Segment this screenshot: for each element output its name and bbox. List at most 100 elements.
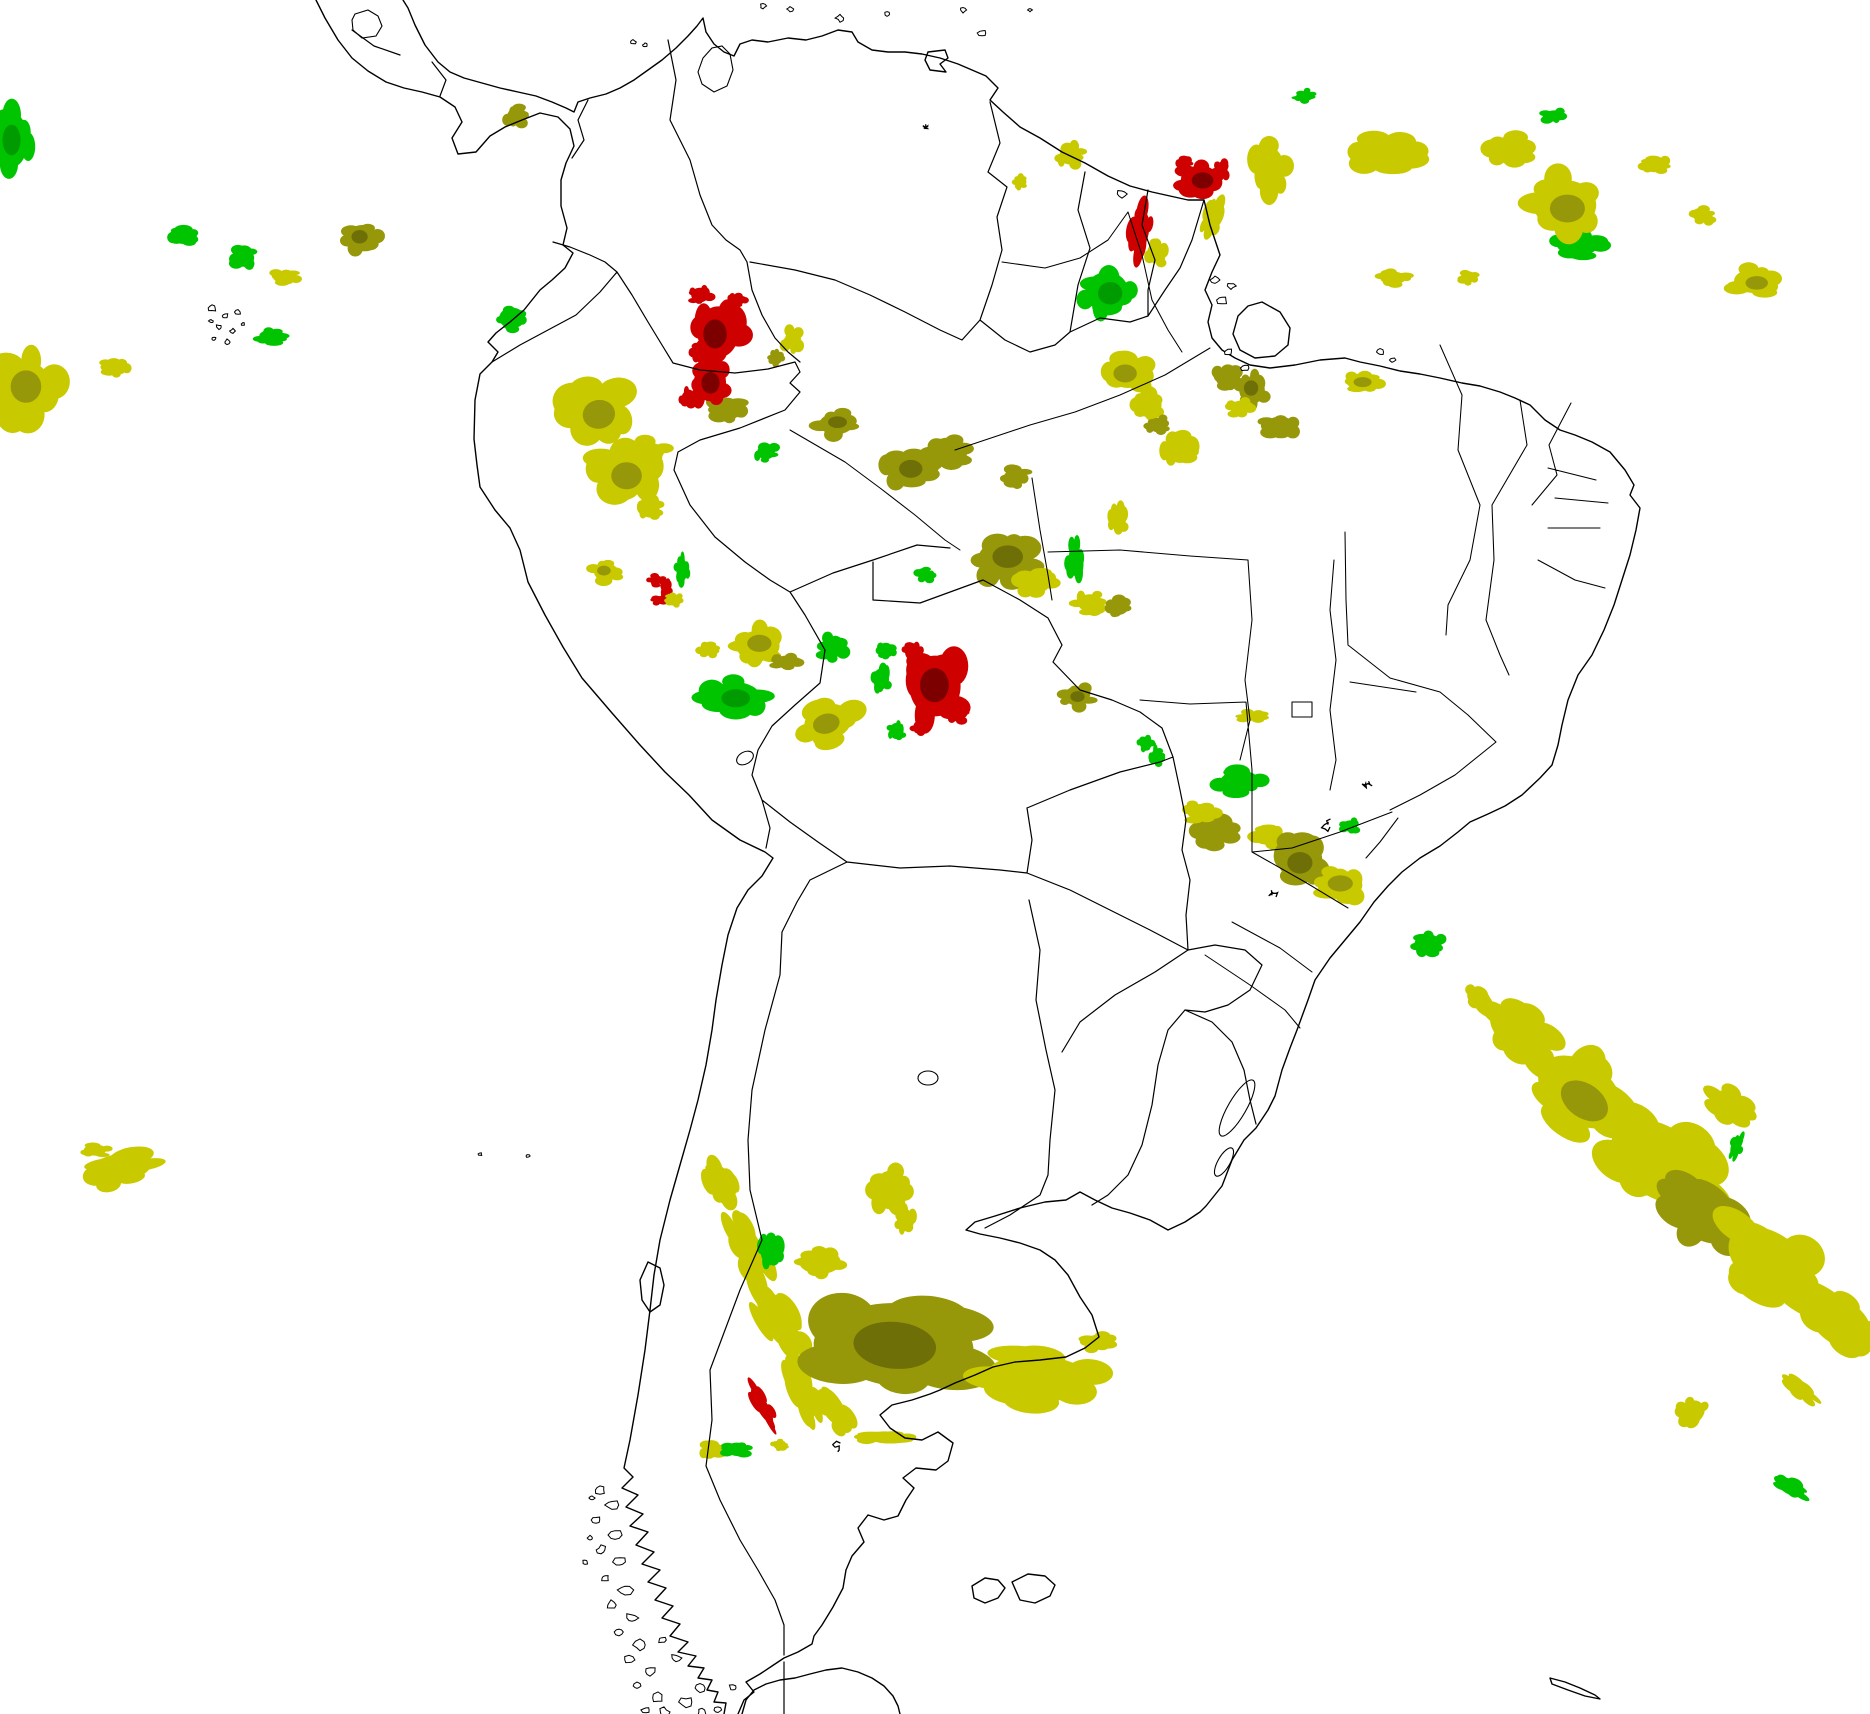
blob-lobe — [754, 1284, 778, 1313]
cloud-blob-green — [167, 224, 199, 246]
cloud-blob-yellow — [770, 1438, 789, 1452]
blob-lobe — [1516, 1003, 1545, 1028]
state-borders — [789, 211, 1609, 1029]
blob-lobe — [688, 298, 699, 304]
blob-lobe — [810, 697, 836, 718]
blob-lobe — [229, 253, 241, 265]
blob-lobe — [962, 1366, 1024, 1390]
blob-lobe — [955, 716, 968, 725]
blob-lobe — [1484, 1000, 1500, 1013]
small-island — [590, 1516, 601, 1524]
blob-lobe — [688, 392, 698, 403]
blob-lobe — [1608, 1101, 1661, 1150]
lagoon-mirim — [1213, 1147, 1235, 1177]
cloud-blob-yellow — [1637, 155, 1671, 175]
small-island — [632, 1681, 642, 1689]
blob-lobe — [1742, 1222, 1781, 1254]
cloud-blob-green — [913, 566, 937, 584]
blob-lobe — [244, 260, 254, 270]
blob-lobe — [517, 315, 527, 325]
blob-lobe — [776, 351, 784, 359]
small-island — [207, 319, 214, 324]
blob-dense-core — [701, 372, 720, 394]
cloud-blob-red — [901, 641, 926, 667]
small-island — [1209, 275, 1221, 284]
cloud-blob-red — [909, 716, 930, 737]
blob-lobe — [1801, 1394, 1816, 1407]
blob-lobe — [1077, 549, 1085, 567]
blob-lobe — [1832, 1290, 1860, 1314]
blob-lobe — [1209, 777, 1231, 792]
blob-lobe — [790, 345, 797, 354]
blob-lobe — [1206, 198, 1216, 219]
cloud-blob-yellow — [1674, 1396, 1709, 1429]
blob-lobe — [664, 598, 673, 603]
blob-dense-core — [1327, 875, 1353, 892]
blob-lobe — [704, 1440, 720, 1450]
cloud-blob-olive — [1104, 594, 1132, 618]
blob-lobe — [101, 1145, 113, 1152]
cloud-blob-olive — [705, 395, 749, 424]
blob-lobe — [244, 248, 258, 255]
small-island — [586, 1534, 593, 1541]
blob-lobe — [884, 665, 890, 680]
blob-lobe — [1092, 590, 1103, 599]
blob-lobe — [1236, 716, 1250, 723]
island-falkland-west — [971, 1577, 1006, 1604]
small-islands-layer — [207, 2, 1397, 1714]
blob-lobe — [1219, 830, 1241, 844]
cloud-blob-green — [252, 327, 290, 346]
blob-lobe — [1145, 408, 1158, 421]
blob-lobe — [837, 699, 867, 723]
cloud-blob-green — [1209, 764, 1270, 799]
small-island — [606, 1599, 617, 1609]
cloud-blob-yellow — [1781, 1373, 1822, 1407]
blob-lobe — [1308, 91, 1317, 97]
blob-lobe — [1313, 876, 1330, 889]
blob-lobe — [1699, 1401, 1709, 1412]
blob-lobe — [999, 474, 1013, 483]
blob-lobe — [1544, 163, 1572, 194]
small-island — [221, 313, 229, 319]
blob-lobe — [1186, 800, 1199, 809]
blob-lobe — [1140, 745, 1146, 753]
blob-lobe — [1735, 1103, 1757, 1121]
blob-lobe — [88, 1143, 100, 1149]
cloud-blob-green — [1410, 930, 1447, 958]
blob-lobe — [652, 600, 660, 606]
blob-lobe — [1465, 984, 1476, 995]
blob-lobe — [1111, 350, 1138, 369]
blob-lobe — [917, 717, 925, 723]
blob-lobe — [776, 1438, 784, 1444]
blob-lobe — [370, 228, 385, 244]
blob-lobe — [116, 1170, 145, 1184]
blob-lobe — [1203, 806, 1217, 814]
blob-lobe — [721, 1442, 735, 1449]
blob-lobe — [1148, 739, 1156, 746]
cloud-blob-yellow — [695, 641, 721, 659]
blob-lobe — [1469, 272, 1480, 278]
blob-lobe — [706, 1154, 723, 1180]
blob-lobe — [1020, 183, 1027, 188]
blob-lobe — [1685, 1396, 1695, 1407]
blob-lobe — [1199, 217, 1208, 233]
blob-lobe — [1247, 831, 1265, 842]
blob-lobe — [810, 1387, 823, 1403]
blob-lobe — [1531, 1022, 1566, 1051]
blob-lobe — [1143, 422, 1156, 430]
blob-lobe — [715, 361, 730, 379]
blob-lobe — [874, 681, 881, 694]
blob-lobe — [942, 712, 953, 719]
blob-dense-core — [597, 565, 611, 576]
cloud-blob-yellow — [1344, 370, 1386, 393]
map-scribbles-layer — [831, 124, 1373, 1453]
blob-lobe — [1555, 107, 1565, 115]
blob-lobe — [660, 581, 667, 588]
cloud-blob-yellow — [99, 358, 132, 378]
cloud-blob-olive — [1273, 832, 1331, 886]
blob-lobe — [812, 1396, 827, 1416]
cloud-blob-olive — [339, 223, 385, 257]
blob-lobe — [1780, 1234, 1825, 1278]
blob-lobe — [1457, 275, 1466, 282]
